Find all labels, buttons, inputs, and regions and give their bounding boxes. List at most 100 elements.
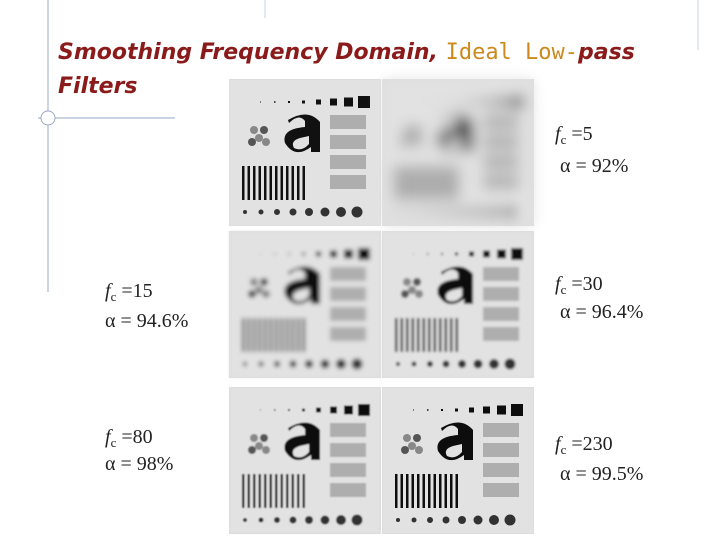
test-pattern: [230, 80, 380, 225]
pattern-small: [489, 207, 499, 217]
pattern-square: [316, 99, 321, 105]
pattern-square: [330, 250, 337, 258]
pattern-bar: [395, 166, 398, 200]
pattern-bar: [439, 318, 442, 352]
pattern-square: [344, 97, 353, 107]
pattern-bar: [439, 474, 442, 508]
alpha-label: α = 96.4%: [560, 301, 643, 323]
cutoff-label: fc =15: [105, 280, 153, 304]
pattern-small: [336, 515, 346, 525]
pattern-bar: [400, 318, 403, 352]
pattern-bar: [411, 474, 414, 508]
title-part: Smoothing Frequency Domain,: [58, 40, 446, 65]
symbol-f: f: [105, 426, 113, 448]
pattern-bar: [433, 318, 436, 352]
pattern-noise: [483, 115, 519, 129]
pattern-small: [243, 362, 247, 366]
pattern-bar: [242, 474, 245, 508]
pattern-noise: [330, 483, 366, 497]
pattern-bg: [383, 388, 533, 533]
pattern-bar: [247, 166, 250, 200]
pattern-square: [427, 409, 429, 411]
pattern-bar: [258, 166, 261, 200]
pattern-letter: [284, 266, 320, 305]
pattern-bar: [242, 318, 245, 352]
pattern-square: [302, 408, 305, 412]
alpha-label: α = 98%: [105, 453, 173, 475]
pattern-dot: [248, 138, 256, 146]
symbol-f: f: [555, 123, 563, 145]
pattern-dot: [415, 138, 423, 146]
cutoff-value: =15: [116, 280, 152, 302]
pattern-bg: [230, 232, 380, 377]
pattern-bar: [411, 166, 414, 200]
pattern-dot: [401, 138, 409, 146]
pattern-square: [260, 253, 261, 255]
pattern-bar: [444, 318, 447, 352]
deco-circle: [40, 110, 56, 126]
pattern-dot: [260, 278, 268, 286]
pattern-bar: [406, 318, 409, 352]
pattern-noise: [330, 307, 366, 321]
pattern-dot: [413, 434, 421, 442]
pattern-small: [274, 517, 280, 523]
pattern-letter: [284, 422, 320, 461]
pattern-bar: [264, 166, 267, 200]
pattern-square: [483, 406, 490, 414]
pattern-small: [504, 206, 516, 218]
pattern-square: [455, 100, 458, 104]
pattern-noise: [483, 175, 519, 189]
pattern-bg: [230, 80, 380, 225]
pattern-small: [504, 358, 516, 370]
pattern-bar: [439, 166, 442, 200]
pattern-noise: [330, 327, 366, 341]
pattern-small: [351, 206, 363, 218]
pattern-square: [413, 253, 414, 255]
pattern-square: [455, 252, 458, 256]
pattern-bar: [395, 474, 398, 508]
title-highlight: Ideal Low-: [445, 40, 579, 65]
pattern-dot: [403, 126, 411, 134]
pattern-small: [427, 209, 433, 215]
pattern-small: [396, 518, 400, 522]
pattern-small: [320, 515, 330, 525]
pattern-noise: [330, 443, 366, 457]
pattern-bar: [291, 166, 294, 200]
pattern-noise: [330, 423, 366, 437]
pattern-small: [305, 360, 313, 368]
title-part: pass Filters: [58, 40, 635, 99]
pattern-square: [302, 252, 305, 256]
pattern-square: [441, 409, 443, 411]
pattern-small: [305, 516, 313, 524]
pattern-bar: [297, 166, 300, 200]
pattern-small: [336, 207, 346, 217]
pattern-small: [351, 514, 363, 526]
pattern-bar: [395, 318, 398, 352]
pattern-bar: [406, 166, 409, 200]
pattern-small: [473, 515, 483, 525]
pattern-bar: [417, 318, 420, 352]
pattern-noise: [483, 287, 519, 301]
pattern-dot: [255, 286, 263, 294]
pattern-bg: [383, 80, 533, 225]
pattern-noise: [483, 327, 519, 341]
pattern-square: [483, 98, 490, 106]
pattern-noise: [330, 175, 366, 189]
pattern-bar: [286, 166, 289, 200]
test-pattern: [230, 388, 380, 533]
pattern-bar: [275, 474, 278, 508]
pattern-small: [489, 515, 499, 525]
pattern-bar: [417, 474, 420, 508]
pattern-bar: [428, 166, 431, 200]
pattern-bar: [302, 318, 305, 352]
pattern-bar: [264, 474, 267, 508]
pattern-bar: [422, 318, 425, 352]
pattern-small: [427, 361, 433, 367]
cutoff-label: fc =30: [555, 273, 603, 297]
subscript: c: [561, 442, 567, 457]
pattern-bg: [230, 388, 380, 533]
cutoff-label: fc =5: [555, 123, 593, 147]
pattern-bar: [269, 474, 272, 508]
pattern-square: [260, 409, 261, 411]
